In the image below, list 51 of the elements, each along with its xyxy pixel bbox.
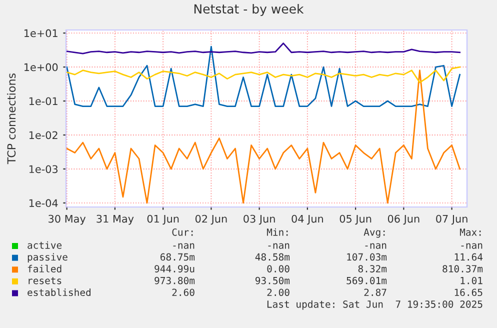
x-tick-label: 01 Jun [147, 214, 179, 225]
text: 0.00 [267, 265, 290, 272]
legend-label: passive [28, 253, 68, 263]
legend-label: resets [28, 277, 62, 284]
text: 569.01m [346, 276, 387, 284]
x-tick-label: 05 Jun [340, 214, 372, 225]
text: Last update: Sat Jun 7 19:35:00 2025 [267, 300, 482, 310]
x-tick-label: 03 Jun [244, 214, 275, 225]
text: 48.58m [255, 253, 290, 261]
x-tick-label: 04 Jun [292, 214, 323, 225]
y-tick-label: 1e-04 [29, 199, 58, 208]
line-series [66, 42, 461, 54]
chart-title: Netstat - by week [194, 4, 304, 16]
text: 2.00 [267, 288, 290, 296]
text: Min: [266, 228, 288, 236]
legend-label: established [28, 288, 90, 296]
text: 1.01 [460, 276, 482, 284]
text: 2.87 [364, 288, 386, 296]
text: 107.03m [347, 253, 387, 261]
line-series [66, 70, 461, 204]
text: -nan [173, 243, 194, 249]
x-tick-label: 31 May [96, 214, 134, 225]
text: 973.80m [154, 276, 195, 284]
text: Cur: [172, 228, 193, 236]
line-series [66, 46, 461, 107]
y-tick-label: 1e-01 [29, 97, 58, 106]
text: Avg: [364, 228, 385, 238]
text: 93.50m [255, 276, 290, 284]
y-tick-label: 1e+01 [24, 29, 58, 38]
x-tick-label: 02 Jun [195, 214, 227, 225]
text: 2.60 [172, 288, 194, 296]
text: -nan [365, 243, 386, 249]
text: -nan [461, 243, 482, 249]
y-axis-title: TCP connections [7, 73, 16, 164]
text: 810.37m [442, 265, 483, 272]
x-tick-label: 06 Jun [388, 214, 420, 225]
legend-label: failed [28, 264, 62, 272]
legend-label: active [28, 241, 62, 249]
x-tick-label: 07 Jun [436, 214, 468, 225]
text: 16.65 [454, 288, 482, 296]
text: 68.75m [160, 253, 195, 261]
text: 11.64 [454, 253, 483, 261]
x-tick-label: 30 May [48, 214, 86, 225]
line-series [66, 66, 461, 84]
text: 944.99u [154, 265, 194, 272]
y-tick-label: 1e-03 [29, 165, 58, 174]
y-tick-label: 1e+00 [24, 63, 58, 72]
text: 8.32m [358, 265, 387, 272]
y-tick-label: 1e-02 [29, 131, 58, 140]
text: -nan [268, 243, 290, 249]
text: Max: [460, 228, 481, 236]
